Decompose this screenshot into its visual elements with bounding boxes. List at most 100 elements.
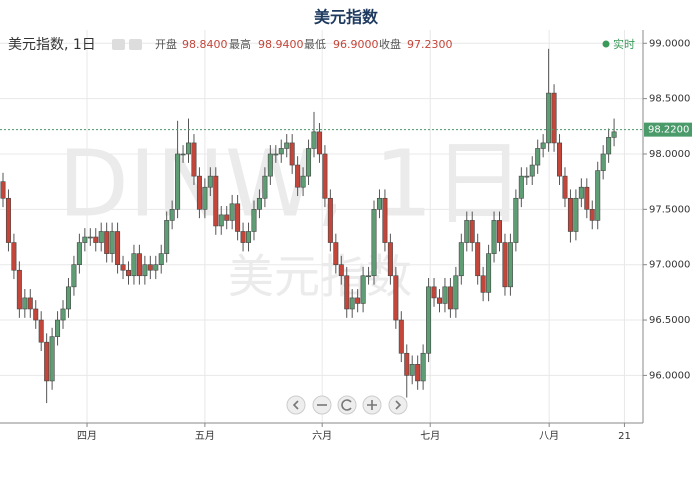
icon-settings[interactable] [129,39,142,50]
candle-body [311,131,317,149]
candle-body [382,197,388,243]
candle-body [595,170,601,221]
candle-body [327,197,333,243]
current-price-label: 98.2200 [648,125,689,136]
candle-body [125,269,131,277]
candle-body [169,209,175,221]
candle-body [497,220,503,243]
stat-label: 最低 [304,38,326,51]
candle-body [267,153,273,177]
candle-body [578,186,584,199]
candle-body [76,242,82,265]
candle-body [404,352,410,376]
candle-body [529,164,535,177]
candle-body [442,286,448,304]
live-dot [602,40,610,48]
candle-body [573,197,579,232]
candle-body [518,175,524,199]
candle-body [447,286,453,310]
candle-body [398,319,404,354]
icon-plus [367,400,377,410]
candle-body [5,197,11,243]
x-tick-label: 六月 [312,430,332,442]
x-tick-label: 七月 [420,430,440,442]
candle-body [262,175,268,199]
candle-body [224,214,230,221]
candle-body [349,297,355,310]
candle-body [131,253,137,277]
candle-body [584,186,590,210]
candle-body [158,253,164,265]
candle-body [16,269,22,310]
candle-body [546,92,552,144]
candle-body [120,264,126,271]
candle-body [93,236,99,243]
candle-body [109,231,115,254]
candle-body [513,197,519,243]
candle-body [540,142,546,149]
y-tick-label: 97.0000 [649,260,690,271]
candle-body [366,275,372,278]
stat-value: 96.9000 [333,38,379,51]
candle-body [22,297,28,310]
candle-body [333,242,339,265]
candle-body [480,275,486,293]
x-tick-label: 21 [618,431,631,442]
candle-body [284,142,290,149]
icon-right [395,400,402,410]
candle-body [300,175,306,188]
candle-body [458,242,464,277]
stat-value: 98.8400 [182,38,228,51]
candle-body [153,264,159,271]
candle-body [44,341,50,382]
y-tick-label: 96.0000 [649,370,690,381]
candle-body [535,148,541,166]
candle-body [600,153,606,171]
icon-eye[interactable] [112,39,125,50]
candle-body [213,175,219,227]
candle-body [11,242,17,271]
reset[interactable] [337,395,357,415]
candle-body [256,197,262,210]
candle-body [191,142,197,177]
candle-body [295,164,301,188]
candle-body [289,142,295,166]
candle-body [202,186,208,210]
candle-body [207,175,213,188]
y-tick-label: 97.5000 [649,204,690,215]
candle-body [393,275,399,321]
candle-body [420,352,426,382]
candle-body [278,148,284,155]
stat-label: 开盘 [155,37,177,51]
candle-body [524,175,530,178]
candle-body [486,253,492,293]
candle-body [235,203,241,232]
nav-right[interactable] [388,395,408,415]
x-tick-label: 八月 [539,430,559,442]
candle-body [136,253,142,277]
candle-body [246,231,252,243]
icon-reset [341,399,352,411]
candle-body [316,131,322,155]
candle-body [251,209,257,232]
stat-label: 最高 [229,37,251,51]
candle-body [409,364,415,376]
candle-body [436,297,442,304]
candle-body [507,242,513,288]
candle-body [175,153,181,210]
candle-body [273,153,279,156]
watermark-name: 美元指数 [228,250,412,304]
live-label: 实时 [613,37,635,51]
nav-left[interactable] [286,395,306,415]
candle-body [115,231,121,265]
x-tick-label: 五月 [195,430,215,442]
candle-body [0,181,6,199]
candle-body [147,264,153,271]
candle-body [38,319,44,343]
candle-body [142,264,148,277]
candle-body [229,203,235,221]
candle-body [469,220,475,243]
candle-body [431,286,437,299]
current-price-box [644,122,692,137]
